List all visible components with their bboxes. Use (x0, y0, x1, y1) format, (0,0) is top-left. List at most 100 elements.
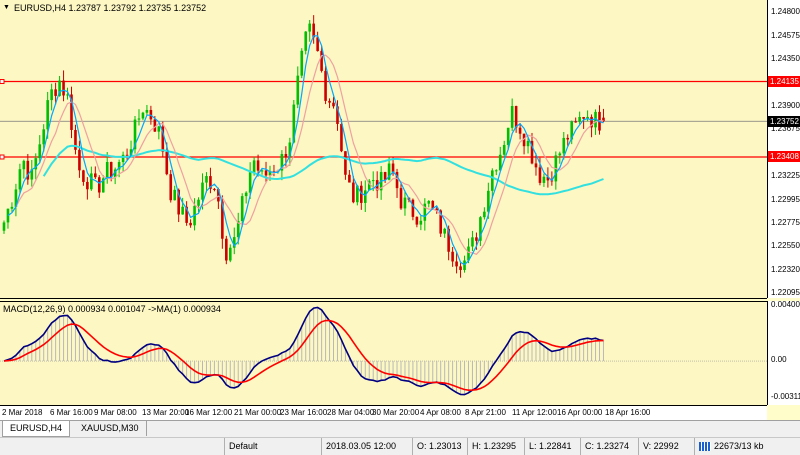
price-axis[interactable]: 1.24800 1.24575 1.24350 1.23900 1.23675 1.232… (767, 0, 800, 298)
slow-moving-average-line (42, 144, 604, 196)
bull-candle (443, 228, 446, 234)
tab-eurusd-h4[interactable]: EURUSD,H4 (2, 421, 71, 437)
bear-candle (125, 154, 129, 156)
price-tick-label: 1.24800 (771, 7, 800, 17)
bull-candle (38, 144, 42, 159)
bull-candle (506, 127, 510, 145)
bull-candle (18, 169, 22, 190)
time-axis[interactable]: 2 Mar 2018 6 Mar 16:00 9 Mar 08:00 13 Mar 2… (0, 405, 767, 421)
macd-line (3, 306, 604, 396)
bear-candle (264, 170, 268, 176)
bear-candle (86, 181, 89, 190)
bear-candle (530, 140, 534, 164)
mid-moving-average-line (11, 54, 604, 256)
bull-candle (502, 144, 506, 155)
bull-candle (197, 199, 200, 206)
bull-candle (570, 121, 574, 140)
macd-pane[interactable]: MACD(12,26,9) 0.000934 0.001047 ->MA(1) … (0, 301, 767, 406)
status-datetime: 2018.03.05 12:00 (321, 438, 412, 455)
bull-candle (562, 137, 566, 154)
price-chart[interactable] (0, 0, 767, 298)
time-tick-label: 6 Mar 16:00 (50, 408, 93, 417)
bear-candle (391, 163, 395, 172)
bull-candle (510, 106, 514, 128)
time-tick-label: 18 Apr 16:00 (605, 408, 651, 417)
chart-tab-bar: EURUSD,H4 XAUUSD,M30 (0, 420, 800, 437)
fast-moving-average-line (7, 35, 604, 266)
bull-candle (121, 154, 125, 163)
bull-candle (240, 196, 244, 222)
bear-candle (189, 222, 192, 226)
bull-candle (423, 203, 427, 221)
bear-candle (451, 251, 454, 262)
connection-bars-icon (699, 442, 711, 452)
bull-candle (181, 206, 184, 215)
bull-candle (173, 189, 177, 201)
price-tick-label: 1.22320 (771, 264, 800, 274)
bull-candle (387, 163, 391, 180)
bull-candle (236, 221, 240, 238)
macd-tick-label: 0.00 (771, 355, 787, 365)
bear-candle (70, 94, 73, 130)
price-chart-pane[interactable]: ▼ EURUSD,H4 1.23787 1.23792 1.23735 1.23… (0, 0, 767, 299)
bull-candle (296, 75, 300, 105)
bear-candle (383, 172, 387, 180)
bull-candle (371, 180, 375, 182)
bear-candle (213, 188, 216, 190)
bear-candle (534, 163, 538, 168)
chart-menu-arrow-icon[interactable]: ▼ (3, 4, 10, 11)
traffic-text: 22673/13 kb (714, 441, 764, 451)
status-bar: Default 2018.03.05 12:00 O: 1.23013 H: 1… (0, 437, 800, 455)
bull-candle (542, 176, 546, 183)
bear-candle (582, 116, 585, 119)
chart-window[interactable]: ▼ EURUSD,H4 1.23787 1.23792 1.23735 1.23… (0, 0, 800, 421)
bull-candle (50, 89, 53, 101)
price-tick-label: 1.22095 (771, 288, 800, 298)
level-line-handle (0, 154, 5, 160)
price-tag-upper: 1.24135 (768, 76, 800, 87)
bull-candle (66, 94, 69, 96)
status-volume: V: 22992 (638, 438, 698, 455)
macd-axis[interactable]: 0.004009 0.00 -0.003117 (767, 300, 800, 405)
tab-xauusd-m30[interactable]: XAUUSD,M30 (74, 421, 147, 436)
bull-candle (101, 178, 105, 193)
bear-candle (284, 154, 288, 157)
bear-candle (97, 177, 101, 193)
price-tag-lower: 1.23408 (768, 151, 800, 163)
price-tick-label: 1.22550 (771, 241, 800, 251)
bull-candle (141, 112, 145, 119)
bear-candle (348, 174, 351, 183)
macd-title: MACD(12,26,9) 0.000934 0.001047 ->MA(1) … (3, 304, 221, 314)
time-tick-label: 2 Mar 2018 (2, 408, 43, 417)
bull-candle (157, 126, 161, 132)
bull-candle (467, 246, 470, 261)
bull-candle (133, 119, 137, 150)
time-tick-label: 9 Mar 08:00 (94, 408, 137, 417)
bull-candle (248, 172, 252, 193)
status-low: L: 1.22841 (524, 438, 581, 455)
bear-candle (320, 51, 323, 71)
bull-candle (58, 80, 61, 96)
time-tick-label: 16 Apr 00:00 (557, 408, 603, 417)
macd-signal-line (3, 319, 604, 392)
macd-tick-label: -0.003117 (771, 392, 800, 401)
bull-candle (491, 170, 494, 191)
bear-candle (185, 206, 188, 223)
bear-candle (153, 119, 157, 132)
bull-candle (14, 189, 18, 207)
macd-chart[interactable] (0, 302, 767, 406)
bear-candle (590, 116, 593, 128)
time-tick-label: 11 Apr 12:00 (512, 408, 557, 417)
bear-candle (209, 176, 212, 189)
status-profile[interactable]: Default (224, 438, 321, 455)
level-line-handle (0, 79, 5, 85)
time-tick-label: 21 Mar 00:00 (234, 408, 282, 417)
bull-candle (90, 173, 93, 190)
price-tick-label: 1.23225 (771, 170, 800, 180)
status-traffic: 22673/13 kb (694, 438, 799, 455)
bull-candle (471, 237, 474, 247)
chart-title: EURUSD,H4 1.23787 1.23792 1.23735 1.2375… (14, 3, 207, 13)
bear-candle (217, 189, 220, 202)
bull-candle (129, 149, 133, 156)
price-tick-label: 1.24575 (771, 30, 800, 40)
